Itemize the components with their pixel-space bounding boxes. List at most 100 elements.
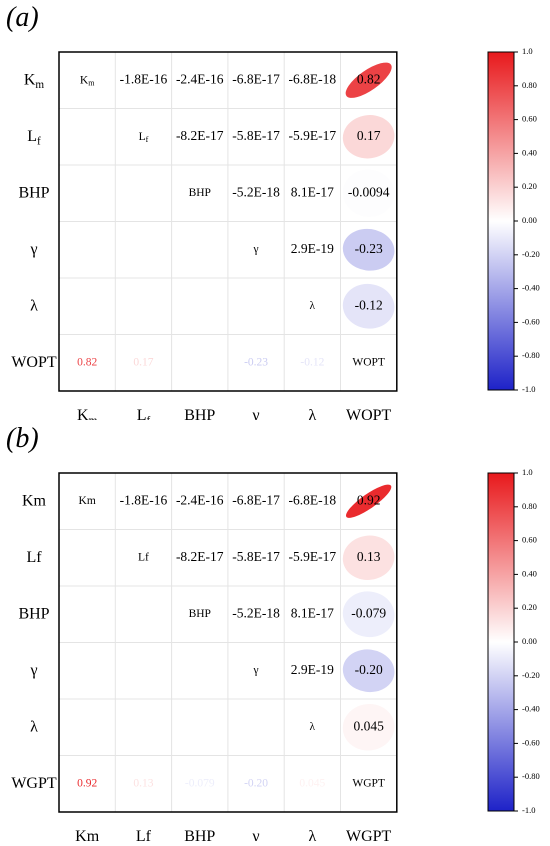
row-label: λ <box>30 718 38 735</box>
column-label-base: WOPT <box>346 407 392 420</box>
correlation-ellipse <box>346 484 392 518</box>
lower-correlation-value: -0.12 <box>300 356 324 368</box>
colorbar <box>487 472 515 812</box>
colorbar-tick-label: 0.00 <box>522 215 537 225</box>
column-label: Km <box>75 828 100 841</box>
diagonal-label-base: L <box>139 130 146 142</box>
correlation-value: 0.13 <box>357 549 381 564</box>
row-label-base: Lf <box>26 548 42 565</box>
column-label: BHP <box>184 407 215 420</box>
correlation-value: 0.045 <box>353 718 384 733</box>
correlation-ellipse <box>342 115 395 159</box>
correlation-ellipse <box>342 591 395 638</box>
correlation-matrix-chart: Km Lf BHP γ λ WOPT Km Lf BHP γ λ WOPT Km Lf BHP γ λ WOPT -… <box>11 46 540 426</box>
column-label-base: BHP <box>184 407 215 420</box>
grid-border <box>58 51 398 392</box>
correlation-value: 2.9E-19 <box>291 662 334 677</box>
colorbar-tick-label: -0.80 <box>522 350 540 360</box>
correlation-value: -0.0094 <box>348 184 390 199</box>
matrix-grid <box>59 52 397 391</box>
diagonal-label: BHP <box>189 187 211 199</box>
correlation-value: 8.1E-17 <box>291 184 334 199</box>
column-label: Km <box>77 407 98 420</box>
diagonal-label-subscript: f <box>146 135 149 144</box>
row-label-base: γ <box>29 661 37 678</box>
diagonal-label-subscript: m <box>88 78 95 87</box>
correlation-value: 0.82 <box>357 71 381 86</box>
colorbar <box>487 51 515 391</box>
correlation-value: -1.8E-16 <box>120 71 168 86</box>
column-label: BHP <box>184 828 215 841</box>
correlation-ellipse <box>342 649 395 693</box>
row-label-base: γ <box>29 240 37 257</box>
colorbar-tick-label: -0.60 <box>522 737 540 747</box>
lower-correlation-value: -0.20 <box>244 777 268 789</box>
correlation-value: -0.20 <box>355 662 383 677</box>
column-label-subscript: f <box>146 414 150 420</box>
row-label: γ <box>29 240 37 257</box>
column-label-base: γ <box>252 407 260 420</box>
colorbar-tick-label: 0.40 <box>522 147 537 157</box>
correlation-value: -6.8E-18 <box>289 492 337 507</box>
diagonal-label: Lf <box>139 130 149 143</box>
column-label: WGPT <box>346 828 392 841</box>
diagonal-label: λ <box>310 721 316 733</box>
lower-correlation-value: 0.045 <box>299 777 325 789</box>
row-label: γ <box>29 661 37 678</box>
column-label-base: K <box>77 407 89 420</box>
correlation-value: -5.9E-17 <box>289 549 337 564</box>
correlation-value: 8.1E-17 <box>291 605 334 620</box>
column-label: Lf <box>136 828 152 841</box>
colorbar-tick-label: -0.40 <box>522 704 540 714</box>
row-label-base: WGPT <box>11 774 57 791</box>
lower-correlation-value: 0.82 <box>77 356 97 368</box>
column-label: λ <box>308 407 316 420</box>
correlation-value: -1.8E-16 <box>120 492 168 507</box>
row-label: Km <box>22 492 47 509</box>
colorbar-tick-label: 1.0 <box>522 467 533 477</box>
row-label-base: WOPT <box>11 353 57 370</box>
correlation-value: -5.8E-17 <box>232 128 280 143</box>
correlation-value: -5.8E-17 <box>232 549 280 564</box>
diagonal-label: WGPT <box>352 777 385 789</box>
colorbar-tick-label: 0.40 <box>522 568 537 578</box>
correlation-value: -5.2E-18 <box>232 184 280 199</box>
correlation-value: -6.8E-18 <box>289 71 337 86</box>
row-label: WOPT <box>11 353 57 370</box>
column-label: γ <box>252 828 260 841</box>
column-label-subscript: m <box>89 414 98 420</box>
colorbar-tick-label: -1.0 <box>522 805 535 815</box>
colorbar-tick-label: 0.80 <box>522 80 537 90</box>
correlation-value: -6.8E-17 <box>232 71 280 86</box>
lower-correlation-value: -0.23 <box>244 356 268 368</box>
lower-correlation-value: 0.17 <box>133 356 153 368</box>
row-label: WGPT <box>11 774 57 791</box>
lower-correlation-value: -0.079 <box>185 777 215 789</box>
column-label-base: Km <box>75 828 100 841</box>
column-label-base: λ <box>308 407 316 420</box>
colorbar-tick-label: -0.40 <box>522 283 540 293</box>
column-label-base: λ <box>308 828 316 841</box>
colorbar-tick-label: -0.20 <box>522 249 540 259</box>
grid-border <box>58 472 398 813</box>
correlation-value: -2.4E-16 <box>176 71 224 86</box>
row-label-base: L <box>27 127 37 144</box>
colorbar-tick-label: 0.20 <box>522 181 537 191</box>
diagonal-label: Km <box>80 74 95 87</box>
colorbar-tick-label: 0.60 <box>522 114 537 124</box>
diagonal-label: γ <box>253 243 259 255</box>
correlation-ellipse <box>342 283 395 329</box>
diagonal-label: Km <box>79 495 96 507</box>
diagonal-label-base: K <box>80 74 89 86</box>
colorbar-tick-label: 0.00 <box>522 636 537 646</box>
row-label: Lf <box>27 127 41 147</box>
row-label-base: BHP <box>18 184 49 201</box>
lower-correlation-value: 0.92 <box>77 777 97 789</box>
column-label-base: L <box>137 407 147 420</box>
diagonal-label: Lf <box>138 551 149 563</box>
correlation-value: 0.92 <box>357 492 381 507</box>
colorbar-tick-label: 0.60 <box>522 535 537 545</box>
correlation-value: -8.2E-17 <box>176 549 224 564</box>
column-label-base: BHP <box>184 828 215 841</box>
correlation-value: 0.17 <box>357 128 381 143</box>
